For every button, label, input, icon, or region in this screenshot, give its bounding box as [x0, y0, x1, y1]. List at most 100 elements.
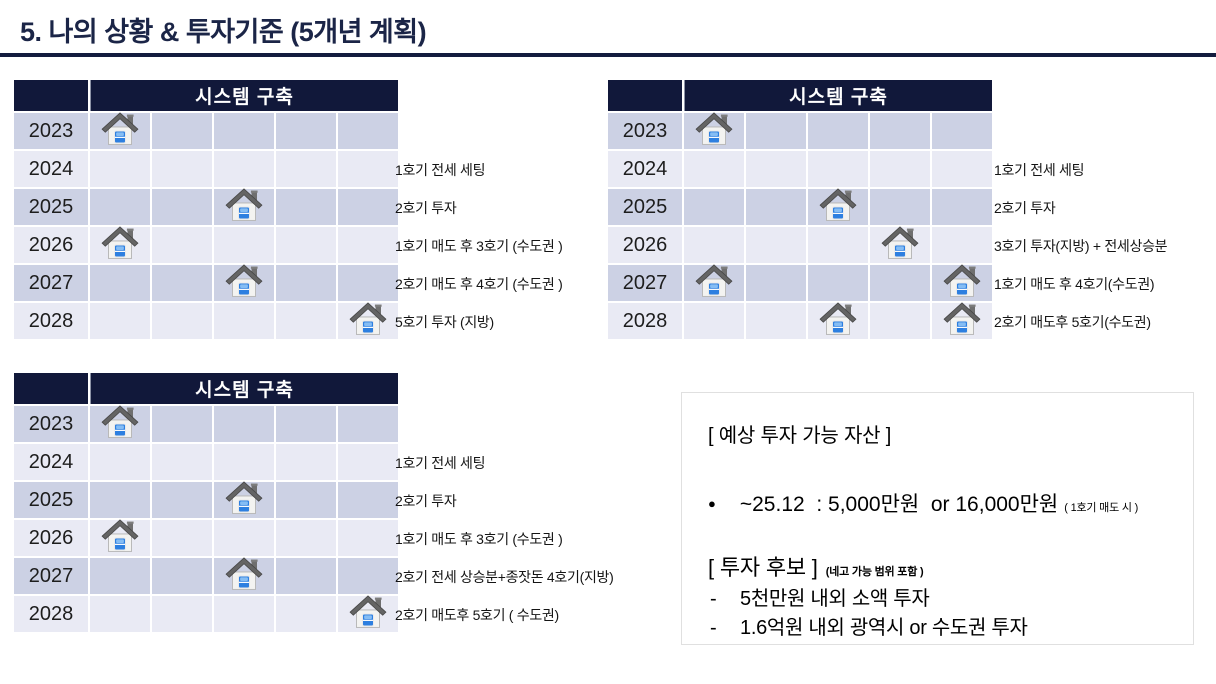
- plan-cell: [152, 151, 212, 187]
- candidate-item-1: - 5천만원 내외 소액 투자: [708, 585, 1179, 614]
- plan-cell: [684, 303, 744, 339]
- plan-cell: [214, 264, 274, 301]
- table-header-cell: 시스템 구축: [90, 80, 398, 111]
- plan-cell: [214, 113, 274, 149]
- plan-cell: [90, 482, 150, 518]
- expected-assets-heading: [ 예상 투자 가능 자산 ]: [708, 425, 892, 447]
- plan-annotation: 1호기 매도 후 3호기 (수도권 ): [395, 238, 563, 254]
- dash-icon: -: [710, 588, 717, 610]
- plan-table-a: 시스템 구축 2023 2024 2025 2026 2027: [14, 80, 398, 339]
- plan-cell: [746, 265, 806, 301]
- plan-cell: [90, 226, 150, 263]
- plan-cell: [276, 482, 336, 518]
- plan-annotation: 2호기 투자: [994, 200, 1056, 216]
- plan-cell: [90, 405, 150, 442]
- plan-cell: [214, 557, 274, 594]
- year-label: 2027: [14, 558, 88, 594]
- plan-cell: [684, 227, 744, 263]
- plan-cell: [746, 189, 806, 225]
- candidates-note: (네고 가능 범위 포함 ): [825, 566, 924, 578]
- plan-cell: [338, 189, 398, 225]
- year-label: 2028: [608, 303, 682, 339]
- expected-assets-value: ~25.12 : 5,000만원 or 16,000만원: [739, 493, 1059, 516]
- house-icon: [101, 519, 139, 552]
- house-icon: [101, 112, 139, 145]
- table-header-corner: [608, 80, 682, 111]
- expected-assets-note: ( 1호기 매도 시 ): [1064, 502, 1139, 514]
- plan-cell: [90, 112, 150, 149]
- plan-cell: [90, 519, 150, 556]
- plan-cell: [338, 482, 398, 518]
- plan-cell: [870, 113, 930, 149]
- plan-annotation: 1호기 전세 세팅: [395, 455, 486, 471]
- plan-cell: [90, 303, 150, 339]
- plan-cell: [808, 113, 868, 149]
- expected-assets-bullet: ● ~25.12 : 5,000만원 or 16,000만원 ( 1호기 매도 시 …: [708, 488, 1179, 518]
- house-icon: [819, 188, 857, 221]
- year-label: 2024: [14, 444, 88, 480]
- candidate-item-2: - 1.6억원 내외 광역시 or 수도권 투자: [708, 614, 1179, 643]
- plan-cell: [90, 558, 150, 594]
- year-label: 2025: [608, 189, 682, 225]
- year-label: 2024: [608, 151, 682, 187]
- plan-cell: [90, 596, 150, 632]
- plan-cell: [276, 558, 336, 594]
- plan-cell: [808, 188, 868, 225]
- plan-cell: [808, 227, 868, 263]
- plan-cell: [152, 482, 212, 518]
- plan-cell: [276, 444, 336, 480]
- year-label: 2023: [608, 113, 682, 149]
- plan-cell: [152, 520, 212, 556]
- plan-cell: [276, 265, 336, 301]
- house-icon: [349, 302, 387, 335]
- plan-cell: [90, 265, 150, 301]
- plan-annotation: 1호기 매도 후 3호기 (수도권 ): [395, 531, 563, 547]
- plan-cell: [276, 303, 336, 339]
- house-icon: [943, 264, 981, 297]
- plan-cell: [90, 189, 150, 225]
- table-header-cell: 시스템 구축: [684, 80, 992, 111]
- plan-cell: [152, 113, 212, 149]
- plan-annotation: 1호기 전세 세팅: [994, 162, 1085, 178]
- plan-cell: [808, 302, 868, 339]
- bullet-dot-icon: ●: [708, 496, 716, 511]
- plan-cell: [932, 151, 992, 187]
- plan-annotation: 2호기 투자: [395, 200, 457, 216]
- plan-cell: [152, 558, 212, 594]
- title-rule: [0, 53, 1216, 57]
- year-label: 2028: [14, 596, 88, 632]
- plan-annotation: 2호기 전세 상승분+종잣돈 4호기(지방): [395, 569, 614, 585]
- plan-table-b: 시스템 구축 2023 2024 2025 2026 2027: [608, 80, 992, 339]
- plan-cell: [276, 151, 336, 187]
- plan-table-c: 시스템 구축 2023 2024 2025 2026 2027: [14, 373, 398, 632]
- plan-cell: [276, 520, 336, 556]
- plan-cell: [276, 227, 336, 263]
- plan-cell: [746, 227, 806, 263]
- year-label: 2027: [608, 265, 682, 301]
- plan-cell: [214, 444, 274, 480]
- plan-cell: [214, 596, 274, 632]
- plan-cell: [214, 520, 274, 556]
- plan-annotation: 1호기 매도 후 4호기(수도권): [994, 276, 1155, 292]
- plan-cell: [338, 113, 398, 149]
- candidate-item-2-text: 1.6억원 내외 광역시 or 수도권 투자: [740, 617, 1028, 639]
- candidate-item-1-text: 5천만원 내외 소액 투자: [740, 588, 930, 610]
- plan-cell: [338, 558, 398, 594]
- table-header-corner: [14, 80, 88, 111]
- plan-annotation: 5호기 투자 (지방): [395, 314, 494, 330]
- plan-cell: [870, 265, 930, 301]
- plan-cell: [338, 265, 398, 301]
- year-label: 2026: [14, 520, 88, 556]
- plan-cell: [746, 113, 806, 149]
- year-label: 2025: [14, 189, 88, 225]
- plan-annotation: 2호기 매도후 5호기(수도권): [994, 314, 1151, 330]
- plan-cell: [870, 151, 930, 187]
- house-icon: [225, 188, 263, 221]
- year-label: 2024: [14, 151, 88, 187]
- house-icon: [101, 226, 139, 259]
- plan-cell: [276, 406, 336, 442]
- house-icon: [695, 264, 733, 297]
- dash-icon: -: [710, 617, 717, 639]
- year-label: 2025: [14, 482, 88, 518]
